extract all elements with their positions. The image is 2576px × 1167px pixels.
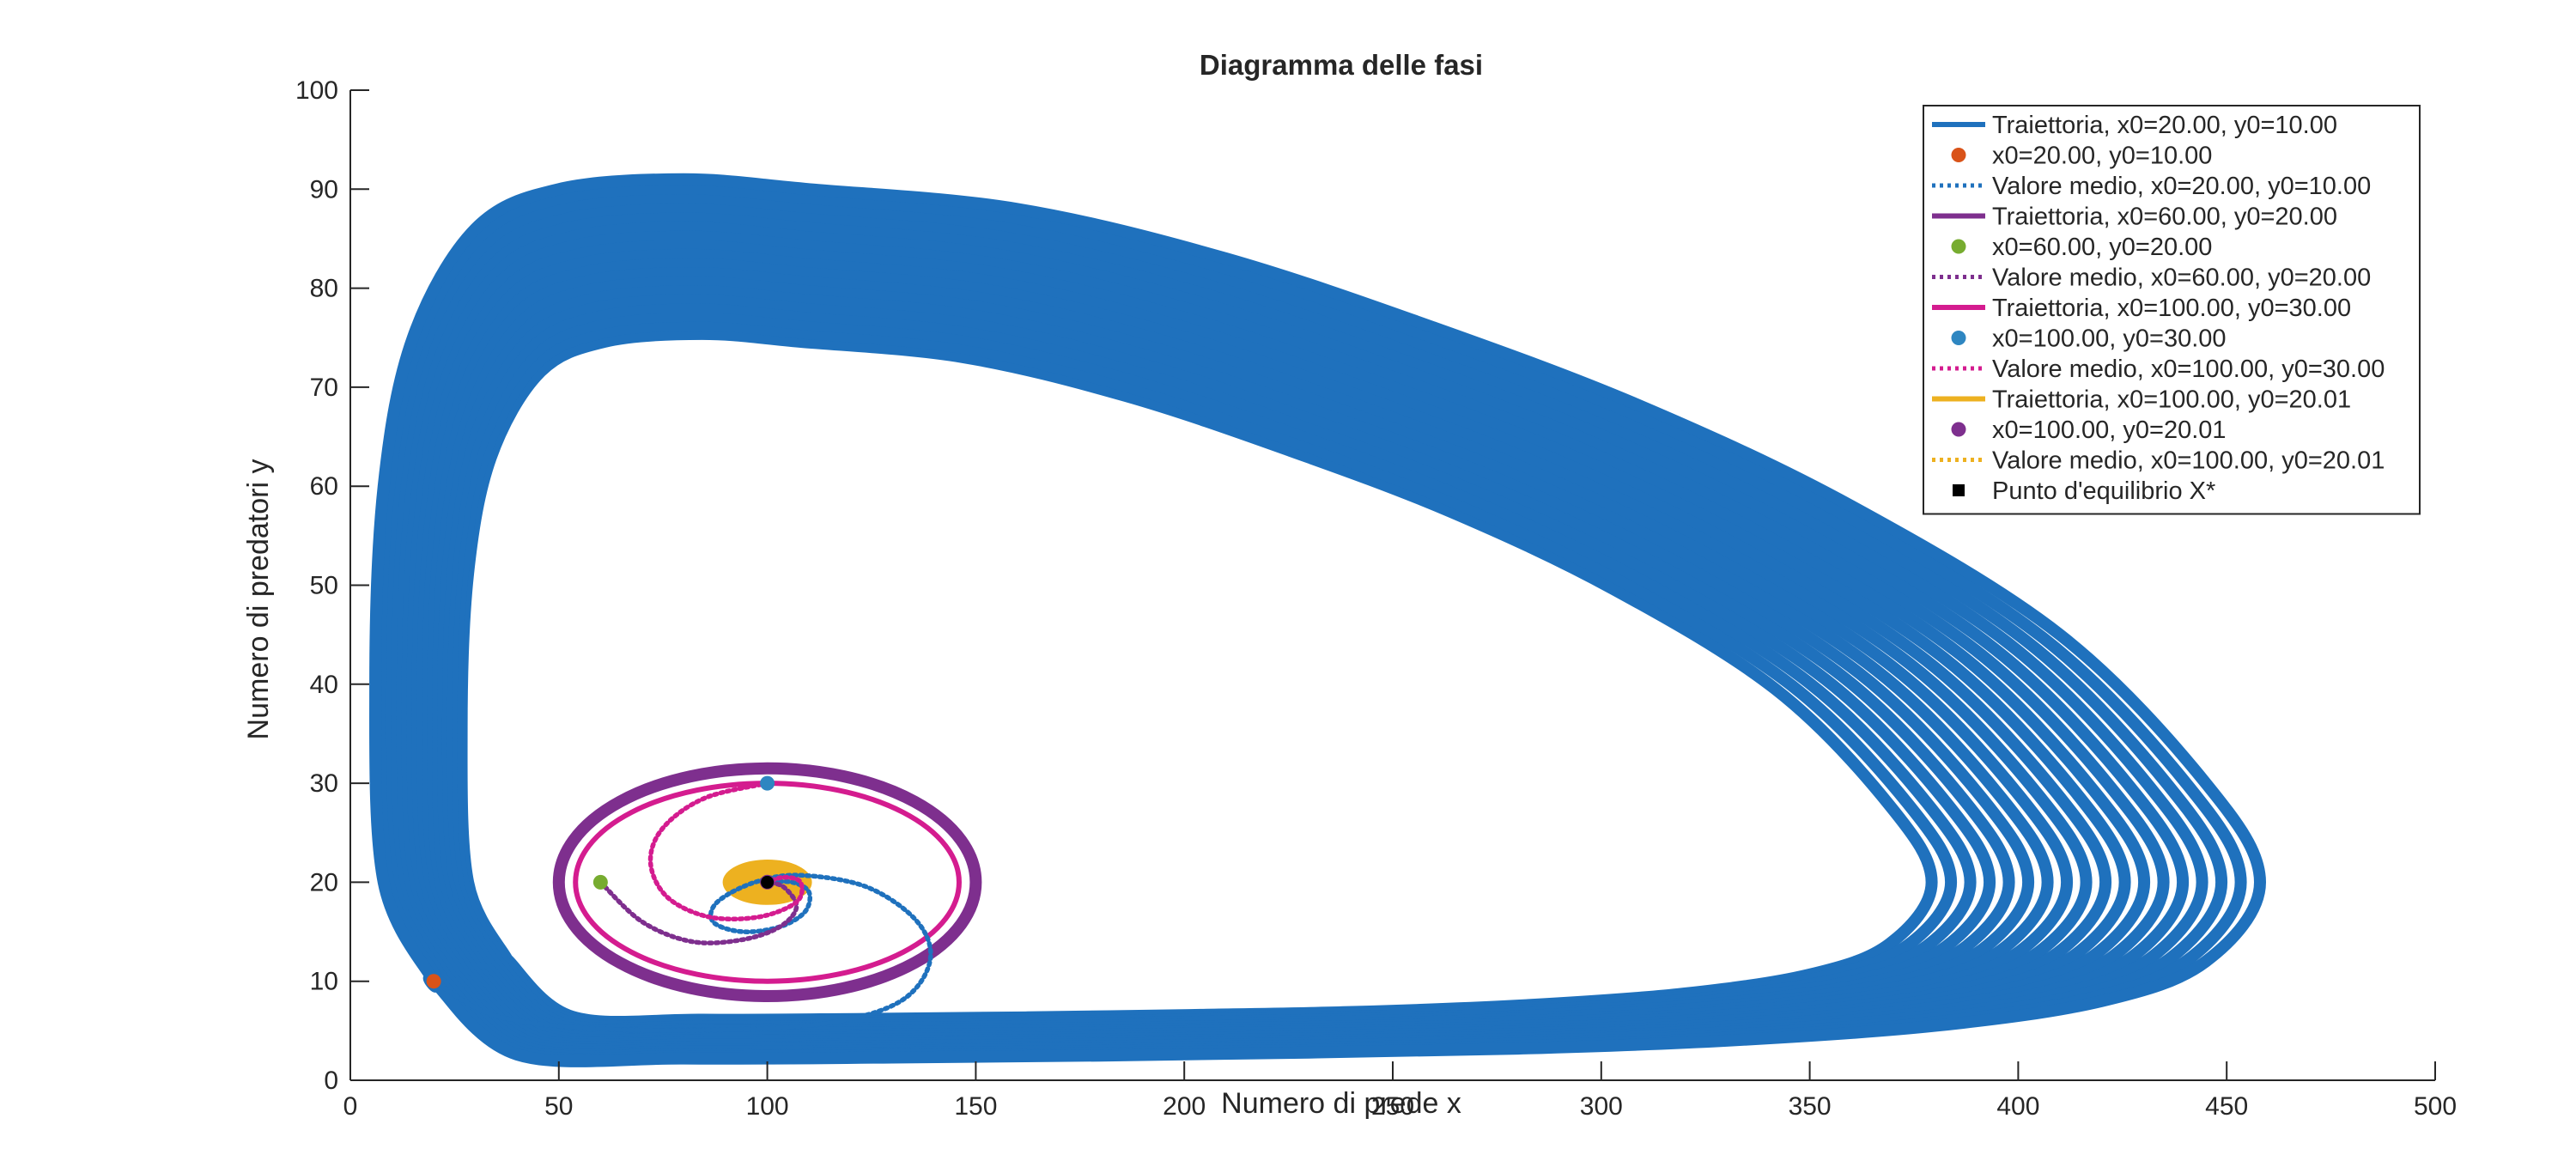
legend-label: Traiettoria, x0=100.00, y0=20.01: [1992, 386, 2351, 414]
x-tick-label: 300: [1580, 1092, 1623, 1121]
x-tick-label: 250: [1371, 1092, 1414, 1121]
legend-entry: Punto d'equilibrio X*: [1953, 477, 2215, 505]
legend-entry: x0=100.00, y0=20.01: [1951, 416, 2227, 444]
trajectory-band-line: [450, 319, 1958, 1030]
legend-label: x0=100.00, y0=30.00: [1992, 325, 2227, 353]
legend-label: Traiettoria, x0=60.00, y0=20.00: [1992, 204, 2337, 231]
legend-entry: Traiettoria, x0=20.00, y0=10.00: [1932, 112, 2337, 139]
legend-label: Valore medio, x0=60.00, y0=20.00: [1992, 264, 2371, 292]
y-axis-label: Numero di predatori y: [242, 459, 275, 740]
legend-entry: Valore medio, x0=100.00, y0=30.00: [1932, 356, 2385, 383]
y-tick-label: 10: [310, 968, 338, 996]
mean-line-valore-medio-x0-60-00-y0-20-00: [598, 879, 799, 945]
y-tick-label: 40: [310, 671, 338, 699]
legend-label: Traiettoria, x0=20.00, y0=10.00: [1992, 112, 2337, 139]
trajectory-band-line: [369, 173, 2266, 1067]
legend-entry: Valore medio, x0=60.00, y0=20.00: [1932, 264, 2371, 292]
x-tick-label: 350: [1789, 1092, 1832, 1121]
start-point-x0-100-00-y0-30-00: [760, 775, 775, 791]
y-tick-label: 70: [310, 374, 338, 402]
x-tick-label: 0: [343, 1092, 358, 1121]
legend-label: x0=60.00, y0=20.00: [1992, 234, 2212, 261]
legend-label: x0=20.00, y0=10.00: [1992, 143, 2212, 170]
equilibrium-point-marker: [761, 875, 775, 889]
chart-title: Diagramma delle fasi: [1200, 49, 1483, 81]
legend-entry: Traiettoria, x0=60.00, y0=20.00: [1932, 204, 2337, 231]
y-tick-label: 50: [310, 572, 338, 600]
y-tick-label: 0: [324, 1067, 338, 1095]
x-tick-label: 150: [954, 1092, 997, 1121]
y-tick-label: 100: [295, 76, 338, 105]
legend-square-swatch: [1953, 484, 1965, 496]
legend-marker-swatch: [1951, 148, 1966, 162]
x-tick-label: 450: [2205, 1092, 2248, 1121]
legend-entry: x0=60.00, y0=20.00: [1951, 234, 2212, 261]
x-tick-label: 500: [2414, 1092, 2457, 1121]
start-point-x0-60-00-y0-20-00: [592, 874, 608, 890]
legend-entry: x0=100.00, y0=30.00: [1951, 325, 2227, 353]
plot-area: [369, 173, 2266, 1067]
legend-entry: Traiettoria, x0=100.00, y0=20.01: [1932, 386, 2351, 414]
x-tick-label: 50: [544, 1092, 573, 1121]
legend: Traiettoria, x0=20.00, y0=10.00 x0=20.00,…: [1923, 105, 2421, 515]
legend-entry: Valore medio, x0=100.00, y0=20.01: [1932, 447, 2385, 475]
legend-box: [1923, 105, 2421, 515]
axes: 0 50 100 150 200 250 300 350 400 450 500 0 10 20 30 40 5…: [295, 76, 2457, 1121]
legend-marker-swatch: [1951, 422, 1966, 437]
legend-entry: x0=20.00, y0=10.00: [1951, 143, 2212, 170]
legend-entry: Traiettoria, x0=100.00, y0=30.00: [1932, 295, 2351, 322]
mean-line-valore-medio-x0-100-00-y0-30-00: [647, 781, 805, 922]
mean-line-valore-medio-x0-20-00-y0-10-00: [431, 872, 933, 1033]
legend-label: Valore medio, x0=20.00, y0=10.00: [1992, 173, 2371, 200]
legend-label: Valore medio, x0=100.00, y0=30.00: [1992, 356, 2385, 383]
y-tick-label: 80: [310, 275, 338, 303]
x-tick-label: 200: [1163, 1092, 1206, 1121]
y-tick-label: 60: [310, 472, 338, 501]
legend-label: Valore medio, x0=100.00, y0=20.01: [1992, 447, 2385, 475]
x-tick-label: 400: [1996, 1092, 2039, 1121]
legend-marker-swatch: [1951, 331, 1966, 345]
y-tick-label: 90: [310, 175, 338, 204]
x-tick-label: 100: [746, 1092, 789, 1121]
legend-label: Punto d'equilibrio X*: [1992, 477, 2215, 505]
x-axis-label: Numero di prede x: [1221, 1087, 1461, 1120]
legend-marker-swatch: [1951, 239, 1966, 254]
legend-label: Traiettoria, x0=100.00, y0=30.00: [1992, 295, 2351, 322]
legend-label: x0=100.00, y0=20.01: [1992, 416, 2227, 444]
legend-entry: Valore medio, x0=20.00, y0=10.00: [1932, 173, 2371, 200]
y-tick-label: 20: [310, 868, 338, 897]
start-point-x0-20-00-y0-10-00: [426, 974, 441, 989]
y-tick-label: 30: [310, 769, 338, 798]
trajectory-traiettoria-x0-60-00-y0-20-00: [552, 762, 982, 1002]
